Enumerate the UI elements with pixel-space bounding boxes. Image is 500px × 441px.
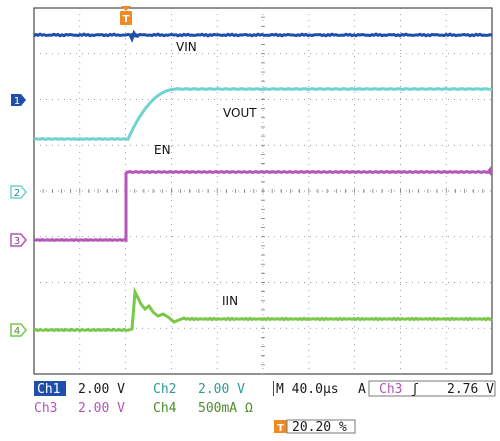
channel-2-marker-icon	[10, 185, 27, 199]
channel-markers: 1 2 3 4	[10, 94, 27, 337]
trigger-slope-icon: ʃ	[411, 382, 419, 397]
status-bar: Ch1 2.00 V Ch2 2.00 V M 40.0µs A Ch3 ʃ 2…	[34, 380, 496, 435]
ch1-name: Ch1	[37, 382, 60, 397]
trigger-source: Ch3	[379, 382, 402, 397]
ch4-name[interactable]: Ch4	[153, 401, 177, 416]
channel-2-marker-label: 2	[14, 188, 20, 199]
trigger-marker-label: T	[123, 14, 130, 25]
graticule	[33, 7, 493, 375]
channel-1-marker[interactable]: 1	[11, 94, 26, 107]
en-trace	[34, 170, 493, 243]
trigger-mode: A	[358, 382, 366, 397]
en-end-marker	[487, 165, 492, 177]
trigger-arrow-icon	[121, 6, 131, 11]
channel-4-marker-label: 4	[14, 326, 20, 337]
trigger-position-value: 20.20 %	[292, 420, 347, 435]
trigger-position-marker: T	[277, 423, 284, 434]
en-end-marker-icon	[487, 165, 492, 177]
iin-label: IIN	[222, 294, 238, 308]
channel-1-marker-label: 1	[14, 96, 20, 107]
timebase-value[interactable]: M 40.0µs	[276, 382, 339, 397]
ch3-scale: 2.00 V	[78, 401, 125, 416]
ch3-name[interactable]: Ch3	[34, 401, 57, 416]
ch2-name[interactable]: Ch2	[153, 382, 176, 397]
ch1-scale: 2.00 V	[78, 382, 125, 397]
iin-trace	[33, 286, 493, 333]
trigger-settings-box[interactable]	[368, 380, 496, 397]
vout-label: VOUT	[223, 106, 257, 120]
channel-3-marker-label: 3	[14, 236, 20, 247]
channel-4-marker-icon	[10, 323, 27, 337]
channel-1-marker-icon	[11, 94, 26, 106]
waveform-labels: VIN VOUT EN IIN	[154, 40, 257, 308]
trigger-position-icon	[274, 420, 287, 433]
ch2-scale: 2.00 V	[198, 382, 245, 397]
channel-3-marker[interactable]: 3	[10, 233, 27, 247]
trigger-marker-icon	[120, 11, 132, 25]
trigger-level: 2.76 V	[447, 382, 494, 397]
vout-trace	[33, 87, 493, 141]
status-divider	[273, 381, 274, 396]
traces	[33, 29, 493, 333]
trigger-indicator: T	[120, 6, 132, 25]
channel-2-marker[interactable]: 2	[10, 185, 27, 199]
ch1-badge[interactable]	[34, 381, 66, 396]
channel-4-marker[interactable]: 4	[10, 323, 27, 337]
vin-trace	[33, 29, 493, 43]
ch4-scale: 500mA Ω	[198, 401, 253, 416]
channel-3-marker-icon	[10, 233, 27, 247]
trigger-position-box[interactable]	[286, 419, 356, 434]
vin-label: VIN	[176, 40, 197, 54]
en-label: EN	[154, 143, 171, 157]
